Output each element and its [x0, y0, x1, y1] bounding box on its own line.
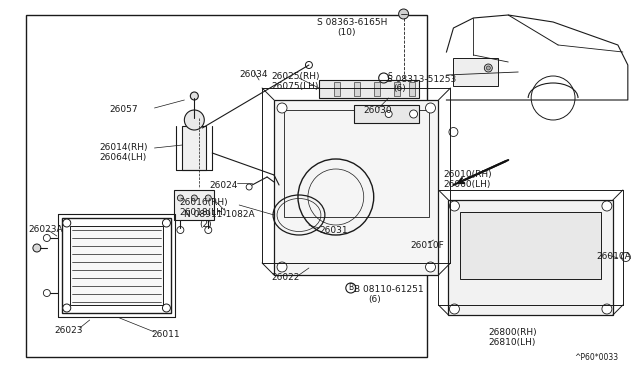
Text: S 08313-51253: S 08313-51253: [387, 75, 456, 84]
Circle shape: [44, 234, 51, 241]
Bar: [284, 110, 429, 217]
Text: 26022: 26022: [271, 273, 300, 282]
Bar: [182, 126, 206, 170]
Text: 26075(LH): 26075(LH): [271, 82, 319, 91]
Text: 26024: 26024: [209, 181, 237, 190]
Bar: [394, 82, 399, 96]
Text: N 08911-1082A: N 08911-1082A: [184, 210, 255, 219]
Text: 26010F: 26010F: [411, 241, 444, 250]
Text: 26060(LH): 26060(LH): [444, 180, 491, 189]
Circle shape: [63, 219, 71, 227]
Text: B 08110-61251: B 08110-61251: [354, 285, 424, 294]
Text: (6): (6): [369, 295, 381, 304]
Circle shape: [184, 110, 204, 130]
Text: 26014(RH)
26064(LH): 26014(RH) 26064(LH): [100, 143, 148, 163]
Text: 26011: 26011: [152, 330, 180, 339]
Text: 26010(RH): 26010(RH): [444, 170, 492, 179]
Text: S: S: [387, 71, 392, 80]
Circle shape: [385, 110, 392, 118]
Circle shape: [63, 304, 71, 312]
Circle shape: [163, 219, 170, 227]
Text: 26023A: 26023A: [28, 225, 63, 234]
Circle shape: [449, 201, 460, 211]
Text: S 08363-6165H: S 08363-6165H: [317, 18, 387, 27]
Circle shape: [449, 304, 460, 314]
Bar: [26, 15, 428, 357]
Bar: [174, 190, 214, 220]
Bar: [70, 226, 163, 305]
Circle shape: [305, 61, 312, 68]
Bar: [274, 100, 438, 275]
Bar: [453, 58, 499, 86]
Text: 26800(RH): 26800(RH): [488, 328, 537, 337]
Circle shape: [449, 128, 458, 137]
Circle shape: [410, 110, 417, 118]
Bar: [354, 105, 419, 123]
Circle shape: [449, 222, 458, 231]
Circle shape: [190, 92, 198, 100]
Text: 26010A: 26010A: [596, 252, 630, 261]
Circle shape: [177, 227, 184, 234]
Circle shape: [44, 289, 51, 296]
Text: (6): (6): [394, 84, 406, 93]
Text: (2): (2): [199, 220, 212, 229]
Bar: [449, 200, 613, 315]
Circle shape: [621, 253, 630, 262]
Bar: [319, 80, 419, 98]
Circle shape: [191, 195, 197, 201]
Text: 26810(LH): 26810(LH): [488, 338, 536, 347]
Text: 26034: 26034: [239, 70, 268, 79]
Circle shape: [602, 201, 612, 211]
Text: 26031: 26031: [319, 226, 348, 235]
Text: 26025(RH): 26025(RH): [271, 72, 319, 81]
Circle shape: [277, 262, 287, 272]
Bar: [460, 212, 601, 279]
Circle shape: [205, 195, 211, 201]
Text: 26057: 26057: [109, 105, 138, 114]
Bar: [408, 82, 415, 96]
Bar: [62, 218, 172, 313]
Circle shape: [426, 262, 435, 272]
Bar: [334, 82, 340, 96]
Circle shape: [163, 304, 170, 312]
Circle shape: [277, 103, 287, 113]
Text: 26016(RH): 26016(RH): [179, 198, 228, 207]
Circle shape: [205, 227, 212, 234]
Circle shape: [246, 184, 252, 190]
Text: 26030: 26030: [364, 106, 392, 115]
Circle shape: [177, 195, 184, 201]
Text: (10): (10): [337, 28, 355, 37]
Text: 26018(LH): 26018(LH): [179, 208, 227, 217]
Circle shape: [486, 66, 490, 70]
Bar: [354, 82, 360, 96]
Text: ^P60*0033: ^P60*0033: [573, 353, 618, 362]
Circle shape: [602, 304, 612, 314]
Circle shape: [484, 64, 492, 72]
Bar: [374, 82, 380, 96]
Circle shape: [33, 244, 41, 252]
Circle shape: [399, 9, 408, 19]
Circle shape: [426, 103, 435, 113]
Text: B: B: [348, 283, 353, 292]
Text: 26023: 26023: [55, 326, 83, 335]
